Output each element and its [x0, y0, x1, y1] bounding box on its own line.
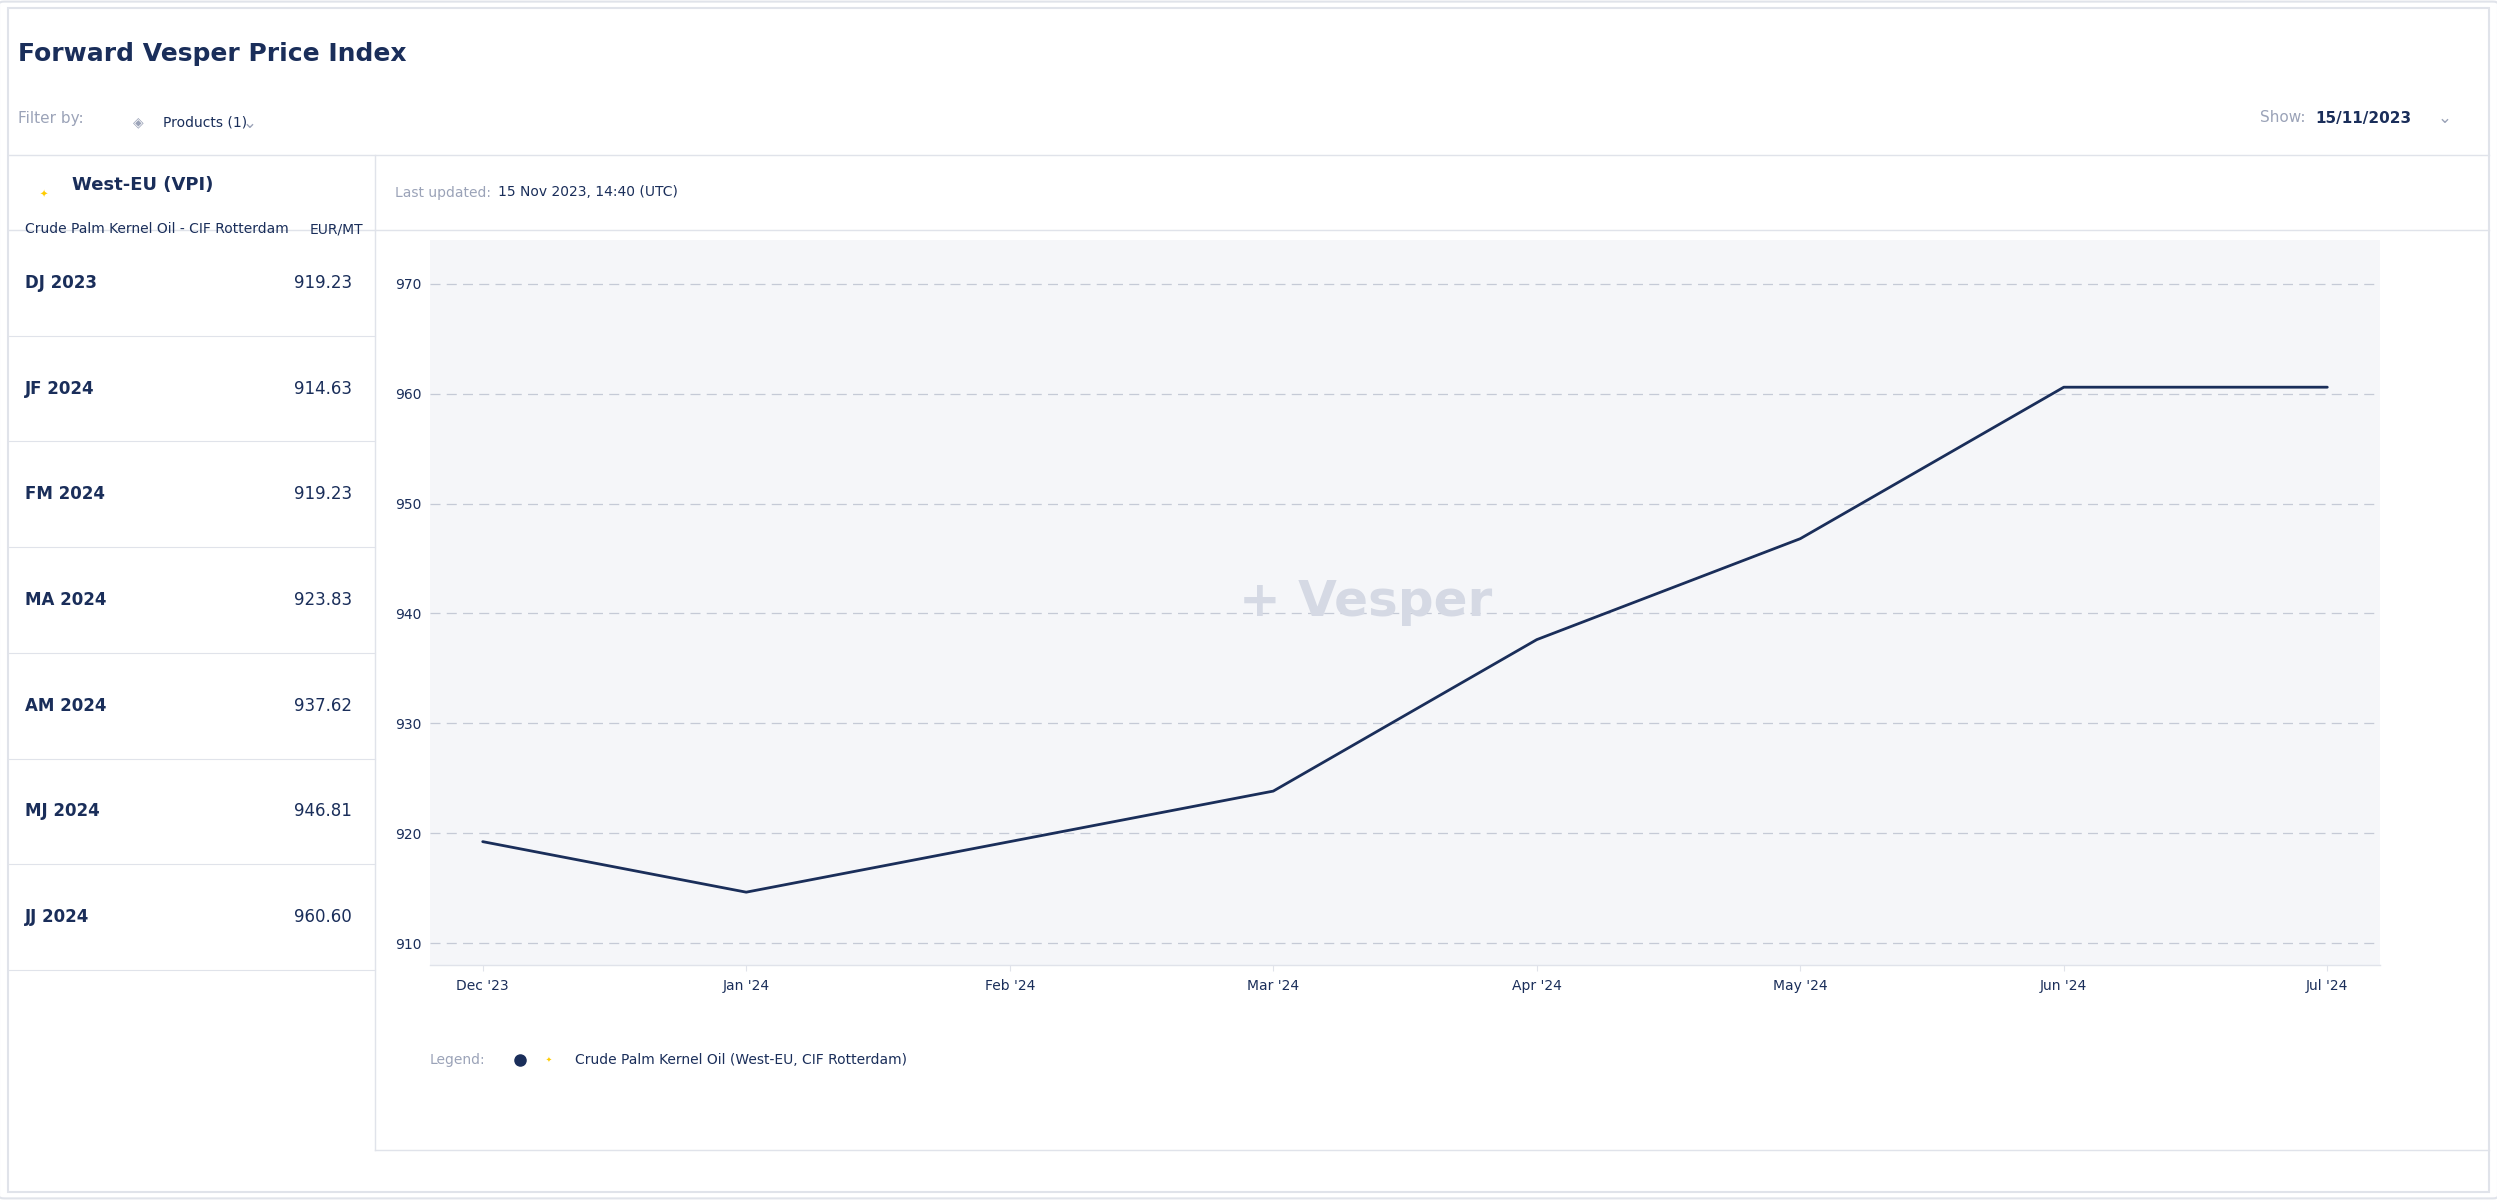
Text: Crude Palm Kernel Oil (West-EU, CIF Rotterdam): Crude Palm Kernel Oil (West-EU, CIF Rott… — [574, 1054, 906, 1067]
Text: Forward Vesper Price Index: Forward Vesper Price Index — [17, 42, 407, 66]
Text: ⌄: ⌄ — [2437, 109, 2452, 127]
Text: MJ 2024: MJ 2024 — [25, 803, 100, 821]
Text: EUR/MT: EUR/MT — [310, 222, 365, 236]
Text: 15 Nov 2023, 14:40 (UTC): 15 Nov 2023, 14:40 (UTC) — [497, 186, 677, 199]
Text: 919.23: 919.23 — [295, 485, 352, 503]
Text: 960.60: 960.60 — [295, 908, 352, 926]
Text: 15/11/2023: 15/11/2023 — [2315, 110, 2412, 126]
Text: MA 2024: MA 2024 — [25, 590, 107, 608]
Text: JF 2024: JF 2024 — [25, 379, 95, 397]
Text: West-EU (VPI): West-EU (VPI) — [72, 175, 212, 193]
Text: Products (1): Products (1) — [162, 115, 247, 130]
Text: Last updated:: Last updated: — [395, 186, 492, 199]
Text: Crude Palm Kernel Oil - CIF Rotterdam: Crude Palm Kernel Oil - CIF Rotterdam — [25, 222, 290, 236]
Text: + Vesper: + Vesper — [1239, 578, 1493, 626]
Text: JJ 2024: JJ 2024 — [25, 908, 90, 926]
Text: Legend:: Legend: — [429, 1054, 484, 1067]
Text: 937.62: 937.62 — [295, 697, 352, 715]
Text: ⌄: ⌄ — [242, 114, 257, 132]
Text: 914.63: 914.63 — [295, 379, 352, 397]
Text: ◈: ◈ — [132, 115, 145, 130]
Text: AM 2024: AM 2024 — [25, 697, 107, 715]
Text: Filter by:: Filter by: — [17, 110, 82, 126]
Text: FM 2024: FM 2024 — [25, 485, 105, 503]
Text: ✦: ✦ — [547, 1057, 552, 1063]
Text: DJ 2023: DJ 2023 — [25, 274, 97, 292]
Text: 919.23: 919.23 — [295, 274, 352, 292]
Text: Show:: Show: — [2260, 110, 2305, 126]
Text: 923.83: 923.83 — [295, 590, 352, 608]
Text: ✦: ✦ — [40, 190, 47, 199]
Text: 946.81: 946.81 — [295, 803, 352, 821]
